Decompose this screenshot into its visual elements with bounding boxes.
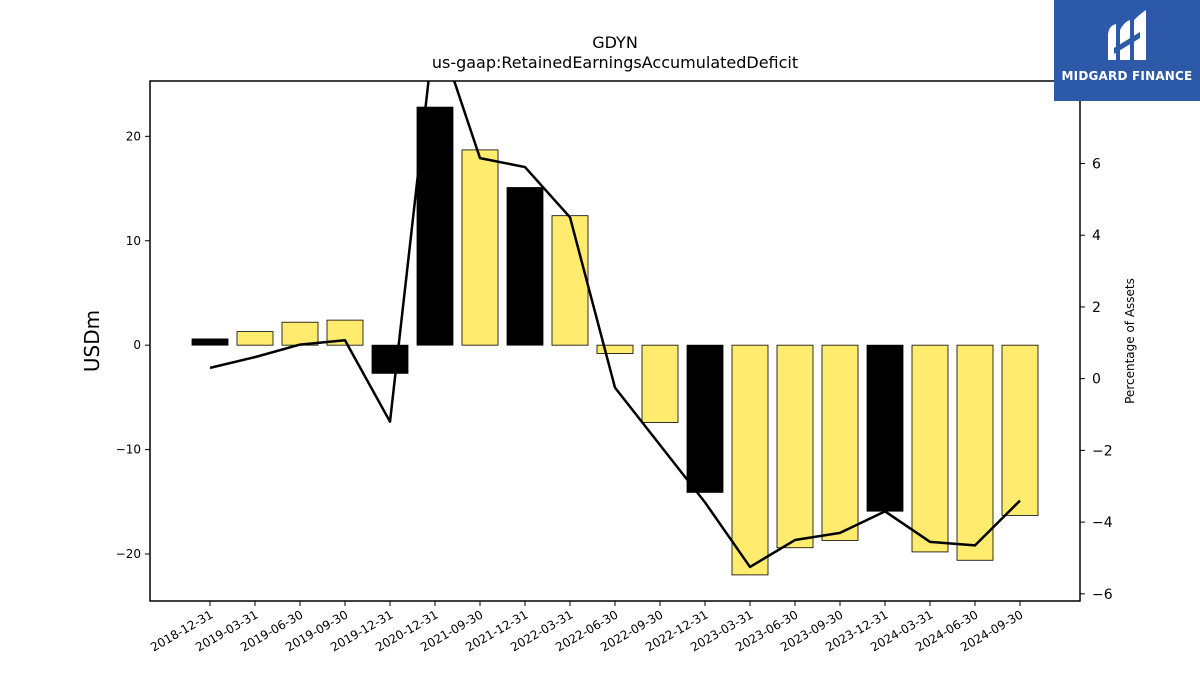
bar <box>461 149 499 346</box>
y-tick-label: 10 <box>126 234 141 248</box>
bar <box>956 344 994 561</box>
bar <box>281 321 319 346</box>
bar <box>596 344 634 354</box>
bar <box>731 344 769 576</box>
y2-tick-label: 6 <box>1092 156 1101 172</box>
bar <box>236 331 274 346</box>
x-axis-ticks: 2018-12-312019-03-312019-06-302019-09-30… <box>148 601 1026 654</box>
y2-tick-label: −4 <box>1092 515 1113 531</box>
bar <box>641 344 679 423</box>
y-axis-label: USDm <box>80 310 104 372</box>
bar <box>911 344 949 553</box>
line-group <box>209 81 1021 569</box>
y2-tick-label: 2 <box>1092 300 1101 316</box>
bar <box>776 344 814 549</box>
y2-tick-label: −6 <box>1092 587 1113 603</box>
y-tick-label: 0 <box>133 338 141 352</box>
y-axis-ticks: −20 −10 0 10 20 <box>116 129 150 561</box>
bar <box>866 344 904 512</box>
y-tick-label: 20 <box>126 129 141 143</box>
bar <box>191 338 229 346</box>
bar <box>821 344 859 541</box>
logo-mark-icon <box>1108 10 1146 60</box>
y-tick-label: −20 <box>116 547 141 561</box>
y2-axis-ticks: −6 −4 −2 0 2 4 6 <box>1080 156 1113 603</box>
y-tick-label: −10 <box>116 443 141 457</box>
bar <box>416 106 454 346</box>
series-line <box>209 81 1021 569</box>
brand-logo: MIDGARD FINANCE <box>1054 0 1200 101</box>
chart-title: GDYN <box>592 33 638 52</box>
y2-tick-label: 0 <box>1092 372 1101 388</box>
chart-subtitle: us-gaap:RetainedEarningsAccumulatedDefic… <box>432 53 798 72</box>
y2-axis-label: Percentage of Assets <box>1123 278 1137 404</box>
bar <box>1001 344 1039 516</box>
bar <box>506 187 544 346</box>
bars-group <box>191 106 1039 576</box>
bar <box>686 344 724 493</box>
y2-tick-label: −2 <box>1092 443 1113 459</box>
bar <box>371 344 409 374</box>
bar <box>551 215 589 346</box>
y2-tick-label: 4 <box>1092 228 1101 244</box>
logo-text: MIDGARD FINANCE <box>1061 69 1193 83</box>
